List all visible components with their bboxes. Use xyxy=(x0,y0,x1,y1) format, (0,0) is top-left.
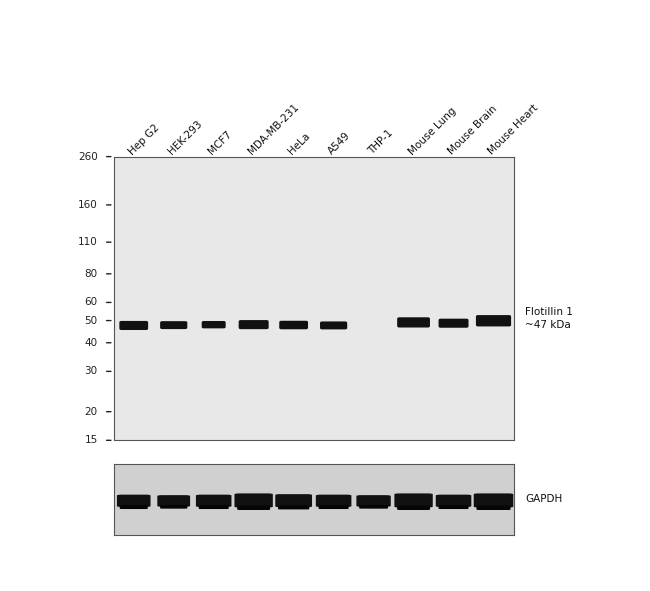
Text: 160: 160 xyxy=(78,200,98,210)
FancyBboxPatch shape xyxy=(397,505,430,510)
FancyBboxPatch shape xyxy=(359,505,388,509)
Text: Mouse Brain: Mouse Brain xyxy=(447,104,499,157)
Text: Mouse Lung: Mouse Lung xyxy=(406,105,458,157)
Text: 20: 20 xyxy=(84,407,98,417)
Text: MDA-MB-231: MDA-MB-231 xyxy=(246,102,301,157)
FancyBboxPatch shape xyxy=(202,321,226,329)
Text: Hep G2: Hep G2 xyxy=(127,122,161,157)
FancyBboxPatch shape xyxy=(160,321,187,329)
FancyBboxPatch shape xyxy=(395,493,433,508)
FancyBboxPatch shape xyxy=(436,495,471,507)
Text: THP-1: THP-1 xyxy=(367,128,395,157)
FancyBboxPatch shape xyxy=(117,495,151,507)
FancyBboxPatch shape xyxy=(196,495,231,507)
FancyBboxPatch shape xyxy=(397,317,430,327)
Text: 30: 30 xyxy=(84,366,98,376)
FancyBboxPatch shape xyxy=(239,320,268,329)
Text: 15: 15 xyxy=(84,436,98,445)
Text: Mouse Heart: Mouse Heart xyxy=(486,103,540,157)
Text: GAPDH: GAPDH xyxy=(525,495,563,504)
FancyBboxPatch shape xyxy=(199,505,229,509)
FancyBboxPatch shape xyxy=(439,319,469,328)
FancyBboxPatch shape xyxy=(157,495,190,506)
Text: MCF7: MCF7 xyxy=(207,129,234,157)
FancyBboxPatch shape xyxy=(120,505,148,509)
Text: 260: 260 xyxy=(78,152,98,161)
Text: 50: 50 xyxy=(84,316,98,326)
Text: 60: 60 xyxy=(84,297,98,307)
FancyBboxPatch shape xyxy=(280,321,308,329)
FancyBboxPatch shape xyxy=(356,495,391,506)
FancyBboxPatch shape xyxy=(439,505,469,509)
Text: Flotillin 1
~47 kDa: Flotillin 1 ~47 kDa xyxy=(525,307,573,330)
FancyBboxPatch shape xyxy=(316,495,352,507)
Text: 110: 110 xyxy=(78,237,98,247)
Text: HeLa: HeLa xyxy=(287,131,312,157)
FancyBboxPatch shape xyxy=(278,505,309,509)
Text: 80: 80 xyxy=(84,269,98,279)
FancyBboxPatch shape xyxy=(237,505,270,510)
FancyBboxPatch shape xyxy=(235,493,273,508)
FancyBboxPatch shape xyxy=(476,505,510,510)
FancyBboxPatch shape xyxy=(160,505,187,509)
FancyBboxPatch shape xyxy=(275,494,312,507)
FancyBboxPatch shape xyxy=(476,315,511,326)
FancyBboxPatch shape xyxy=(318,505,348,509)
FancyBboxPatch shape xyxy=(320,322,347,329)
Text: HEK-293: HEK-293 xyxy=(166,119,205,157)
FancyBboxPatch shape xyxy=(120,321,148,330)
Text: 40: 40 xyxy=(84,337,98,348)
FancyBboxPatch shape xyxy=(474,493,514,508)
Text: A549: A549 xyxy=(326,131,353,157)
